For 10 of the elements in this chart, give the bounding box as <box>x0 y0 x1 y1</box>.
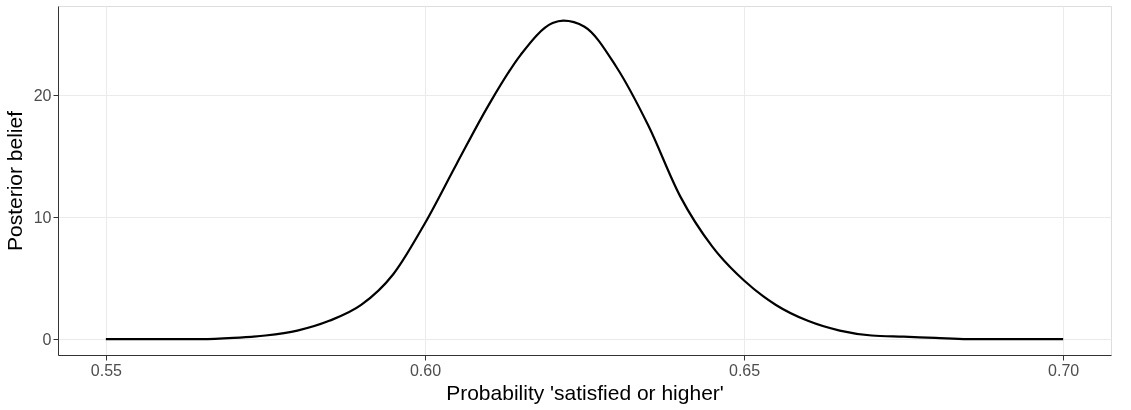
y-tick-label: 20 <box>33 86 52 104</box>
line-series <box>104 19 1065 341</box>
x-tick-label: 0.65 <box>728 361 761 379</box>
x-tick-label: 0.60 <box>409 361 442 379</box>
y-tick-label: 0 <box>42 330 52 348</box>
x-tick-label: 0.70 <box>1048 361 1080 379</box>
y-axis-title: Posterior belief <box>2 110 26 252</box>
x-axis-title: Probability 'satisfied or higher' <box>446 380 724 404</box>
y-tick-label: 10 <box>33 208 52 226</box>
x-tick-label: 0.55 <box>90 361 123 379</box>
